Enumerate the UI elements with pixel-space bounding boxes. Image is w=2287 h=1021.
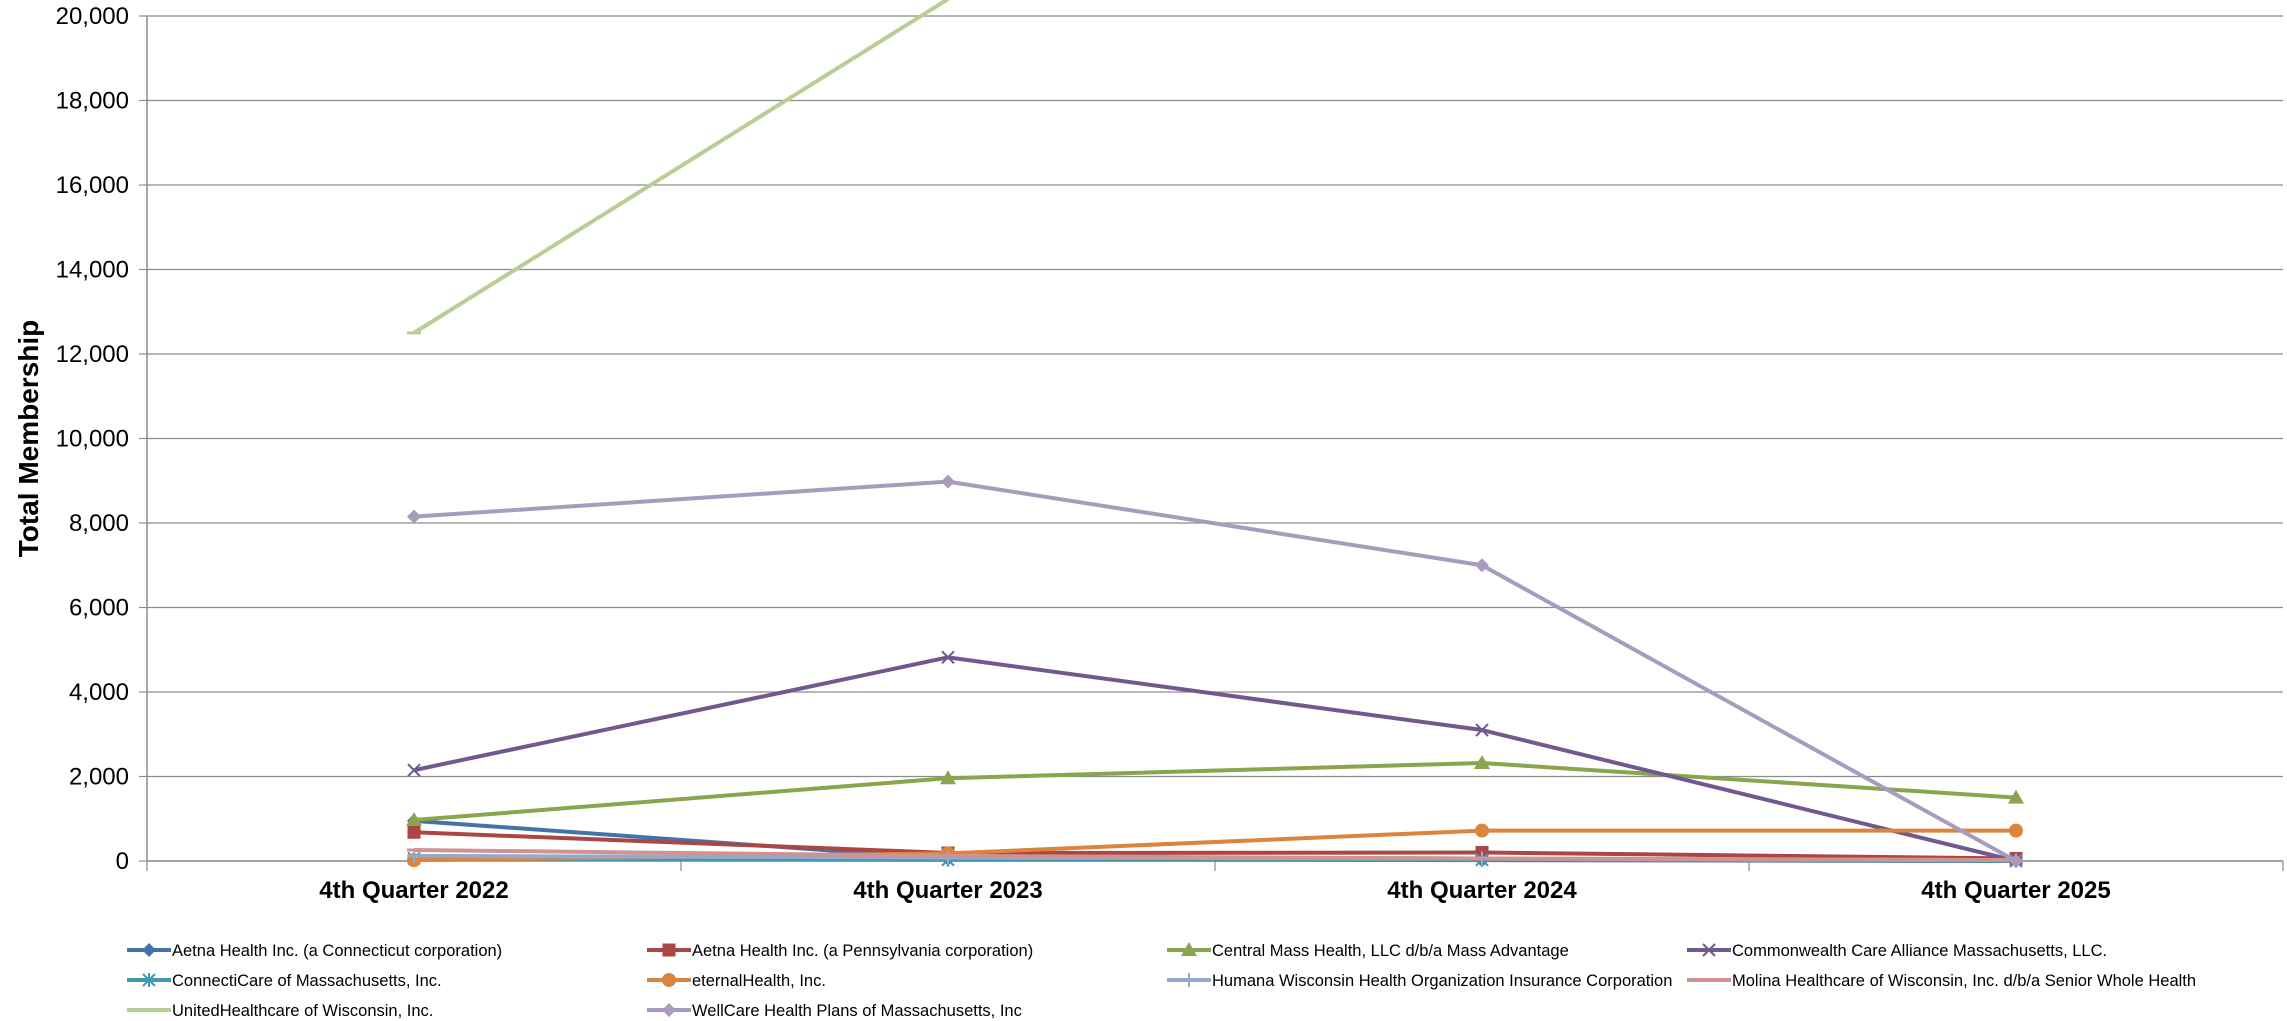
data-point [1475,723,1489,737]
data-point [941,650,955,665]
legend-swatch-marker [1182,973,1196,987]
marker-stroke [1702,943,1716,957]
y-tick-label: 8,000 [69,510,129,537]
series-3 [407,650,2023,868]
series-line [413,760,2017,823]
legend-swatch-marker [662,973,676,987]
legend-swatch-marker [662,943,676,957]
legend-label: Commonwealth Care Alliance Massachusetts… [1732,942,2107,960]
y-tick-label: 4,000 [69,679,129,706]
y-tick-label: 20,000 [56,3,129,30]
marker-stroke [1475,723,1489,737]
y-axis-title: Total Membership [13,320,44,558]
series-9 [407,474,2023,868]
y-tick-label: 10,000 [56,426,129,453]
data-point [941,474,955,489]
legend-swatch-marker [1181,942,1197,956]
y-tick-label: 18,000 [56,88,129,115]
series-line [413,479,2017,863]
legend-swatch-marker [142,943,156,957]
legend-label: Aetna Health Inc. (a Connecticut corpora… [172,942,502,960]
legend-swatch-marker [142,973,156,987]
data-point [1474,754,1490,769]
legend-item: Humana Wisconsin Health Organization Ins… [1167,972,1672,990]
legend-label: Molina Healthcare of Wisconsin, Inc. d/b… [1732,972,2196,990]
series-line [413,655,2017,863]
y-tick-label: 14,000 [56,257,129,284]
legend-item: Molina Healthcare of Wisconsin, Inc. d/b… [1687,972,2196,990]
data-point [1475,823,1489,838]
legend-swatch-marker [1702,943,1716,957]
x-tick-label: 4th Quarter 2023 [853,877,1042,904]
data-point [940,770,956,785]
data-point [407,509,421,524]
series-line [412,0,950,335]
series-line [413,830,2017,861]
legend-item: WellCare Health Plans of Massachusetts, … [647,1002,1022,1020]
data-point [407,825,421,839]
y-tick-label: 0 [116,848,129,875]
legend-item: ConnectiCare of Massachusetts, Inc. [127,972,442,990]
series-8 [407,0,950,335]
legend-label: WellCare Health Plans of Massachusetts, … [692,1002,1022,1020]
legend-label: Aetna Health Inc. (a Pennsylvania corpor… [692,942,1033,960]
series-2 [406,754,2024,827]
legend-item: Aetna Health Inc. (a Connecticut corpora… [127,942,502,960]
x-tick-label: 4th Quarter 2024 [1387,877,1577,904]
legend-label: Humana Wisconsin Health Organization Ins… [1212,972,1672,990]
data-point [2008,789,2024,804]
legend-label: Central Mass Health, LLC d/b/a Mass Adva… [1212,942,1569,960]
legend-item: Central Mass Health, LLC d/b/a Mass Adva… [1167,942,1569,960]
data-point [406,812,422,827]
legend-label: UnitedHealthcare of Wisconsin, Inc. [172,1002,433,1020]
y-tick-label: 6,000 [69,595,129,622]
y-tick-label: 16,000 [56,172,129,199]
data-point [1475,558,1489,573]
data-point [407,763,421,777]
marker-stroke [941,650,955,665]
series-line [413,848,2017,863]
legend-item: UnitedHealthcare of Wisconsin, Inc. [127,1002,433,1020]
legend-item: Aetna Health Inc. (a Pennsylvania corpor… [647,942,1033,960]
x-tick-label: 4th Quarter 2025 [1921,877,2110,904]
marker-stroke [407,763,421,777]
data-point [2009,854,2023,868]
legend-item: Commonwealth Care Alliance Massachusetts… [1687,942,2107,960]
y-tick-label: 2,000 [69,764,129,791]
x-tick-label: 4th Quarter 2022 [319,877,508,904]
legend-label: ConnectiCare of Massachusetts, Inc. [172,972,442,990]
data-point [2009,823,2023,838]
legend-label: eternalHealth, Inc. [692,972,826,990]
legend-item: eternalHealth, Inc. [647,972,826,990]
legend-swatch-marker [662,1003,676,1017]
y-tick-label: 12,000 [56,341,129,368]
